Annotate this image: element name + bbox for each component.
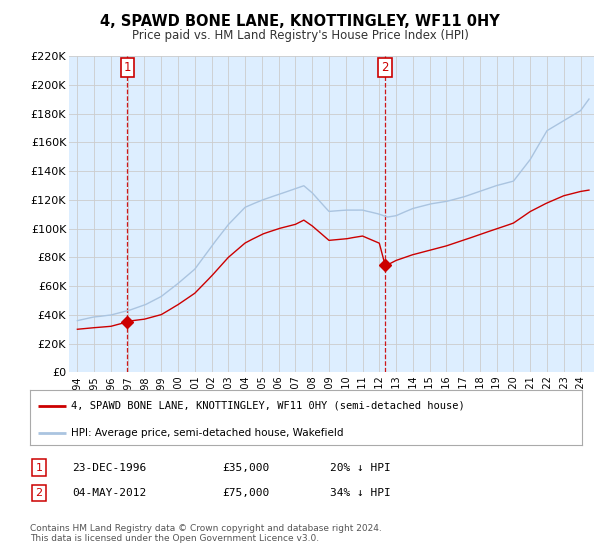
Text: 1: 1 bbox=[124, 60, 131, 74]
Text: £35,000: £35,000 bbox=[222, 463, 269, 473]
Text: 34% ↓ HPI: 34% ↓ HPI bbox=[330, 488, 391, 498]
Text: Contains HM Land Registry data © Crown copyright and database right 2024.: Contains HM Land Registry data © Crown c… bbox=[30, 524, 382, 533]
Text: This data is licensed under the Open Government Licence v3.0.: This data is licensed under the Open Gov… bbox=[30, 534, 319, 543]
Text: 4, SPAWD BONE LANE, KNOTTINGLEY, WF11 0HY: 4, SPAWD BONE LANE, KNOTTINGLEY, WF11 0H… bbox=[100, 14, 500, 29]
Text: Price paid vs. HM Land Registry's House Price Index (HPI): Price paid vs. HM Land Registry's House … bbox=[131, 29, 469, 42]
Text: 23-DEC-1996: 23-DEC-1996 bbox=[72, 463, 146, 473]
Text: £75,000: £75,000 bbox=[222, 488, 269, 498]
Text: 04-MAY-2012: 04-MAY-2012 bbox=[72, 488, 146, 498]
Text: 1: 1 bbox=[35, 463, 43, 473]
Text: 2: 2 bbox=[35, 488, 43, 498]
Text: 20% ↓ HPI: 20% ↓ HPI bbox=[330, 463, 391, 473]
Text: 2: 2 bbox=[381, 60, 389, 74]
Text: HPI: Average price, semi-detached house, Wakefield: HPI: Average price, semi-detached house,… bbox=[71, 428, 344, 438]
Text: 4, SPAWD BONE LANE, KNOTTINGLEY, WF11 0HY (semi-detached house): 4, SPAWD BONE LANE, KNOTTINGLEY, WF11 0H… bbox=[71, 401, 465, 410]
